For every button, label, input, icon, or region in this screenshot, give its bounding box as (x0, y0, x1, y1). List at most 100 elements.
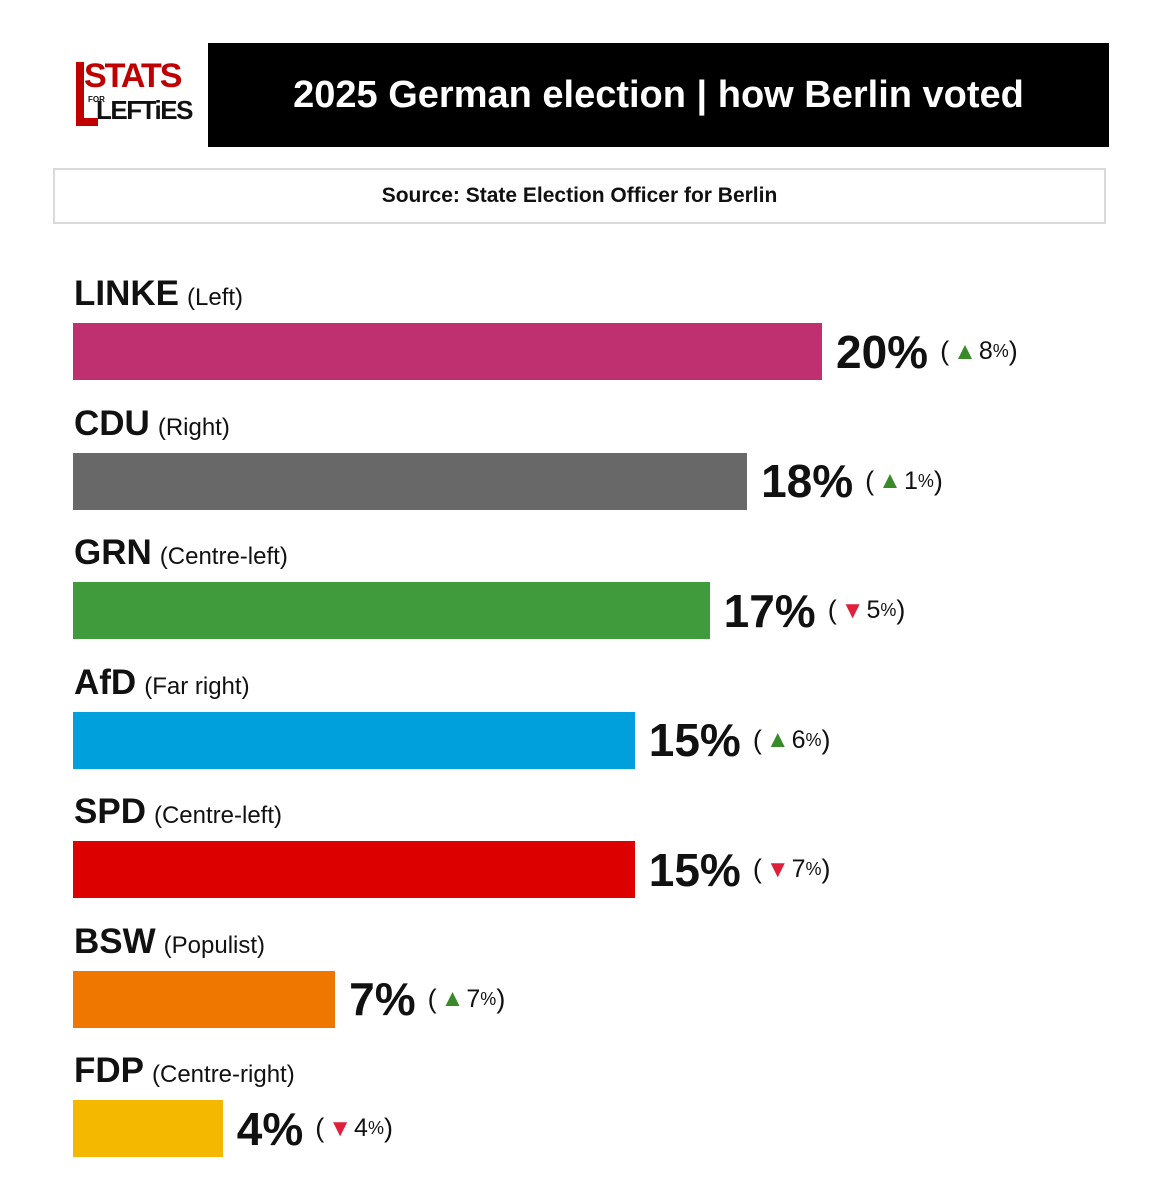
value-group: 15% (▲ 6%) (649, 712, 831, 769)
value-label: 17% (723, 584, 816, 637)
change-close-paren: ) (383, 1113, 393, 1143)
party-name: AfD (74, 662, 137, 702)
change-label: (▲ 1%) (865, 466, 943, 497)
party-description: (Right) (157, 413, 230, 441)
change-open-paren: ( (752, 854, 762, 884)
title-banner: 2025 German election | how Berlin voted (208, 43, 1109, 147)
party-description: (Centre-right) (152, 1061, 295, 1088)
change-label: (▲ 7%) (428, 984, 506, 1015)
bar-spd (73, 841, 635, 898)
value-group: 4%(▼ 4%) (237, 1100, 393, 1157)
value-group: 18% (▲ 1%) (761, 453, 943, 510)
logo-foot (76, 118, 98, 126)
change-close-paren: ) (933, 465, 943, 496)
logo-lefties-text: LEFTiES (96, 95, 193, 125)
change-unit: % (367, 1118, 384, 1138)
change-label: (▼ 7%) (753, 854, 831, 885)
party-description: (Centre-left) (159, 543, 288, 570)
party-label: BSW (Populist) (74, 924, 265, 959)
party-label: AfD (Far right) (74, 665, 250, 700)
source-text: Source: State Election Officer for Berli… (381, 184, 778, 207)
change-close-paren: ) (821, 854, 831, 884)
party-name: LINKE (74, 274, 179, 313)
change-value: 1 (903, 466, 918, 495)
change-value: 5 (866, 596, 881, 624)
party-row-linke: LINKE (Left) 20% (▲ 8%) (0, 276, 1165, 406)
change-close-paren: ) (896, 595, 906, 625)
party-description: (Left) (187, 284, 244, 311)
change-open-paren: ( (940, 336, 950, 366)
change-close-paren: ) (821, 724, 831, 755)
value-label: 18% (761, 455, 854, 507)
party-row-bsw: BSW (Populist) 7%(▲ 7%) (0, 924, 1165, 1054)
party-row-fdp: FDP (Centre-right) 4%(▼ 4%) (0, 1053, 1165, 1183)
change-value: 6 (791, 725, 806, 754)
triangle-down-icon: ▼ (765, 855, 790, 883)
change-value: 7 (791, 855, 806, 883)
logo-bar (76, 62, 84, 126)
logo-for-text: FOR (88, 95, 105, 104)
party-label: FDP (Centre-right) (74, 1053, 295, 1088)
change-close-paren: ) (496, 983, 506, 1014)
value-label: 15% (648, 714, 741, 766)
party-description: (Centre-left) (153, 802, 282, 829)
party-label: LINKE (Left) (74, 276, 243, 311)
party-description: (Populist) (163, 931, 266, 959)
party-label: CDU (Right) (74, 406, 230, 441)
logo-stats-text: STATS (84, 57, 182, 95)
value-label: 20% (836, 325, 929, 378)
bar-afd (73, 711, 635, 769)
value-group: 20% (▲ 8%) (836, 323, 1018, 380)
triangle-down-icon: ▼ (328, 1114, 353, 1142)
change-value: 4 (354, 1114, 368, 1142)
change-label: (▼ 4%) (315, 1113, 393, 1144)
chart-title: 2025 German election | how Berlin voted (293, 73, 1024, 116)
change-value: 7 (466, 984, 481, 1013)
value-group: 15% (▼ 7%) (649, 841, 831, 898)
value-group: 7%(▲ 7%) (349, 971, 505, 1028)
value-label: 15% (648, 843, 741, 896)
change-value: 8 (978, 337, 993, 365)
change-unit: % (805, 729, 822, 750)
value-label: 4% (236, 1102, 304, 1155)
party-name: GRN (74, 533, 152, 572)
bar-fdp (73, 1100, 223, 1157)
change-label: (▲ 6%) (753, 725, 831, 756)
change-label: (▲ 8%) (940, 336, 1018, 367)
change-unit: % (805, 859, 822, 879)
party-row-spd: SPD (Centre-left) 15% (▼ 7%) (0, 794, 1165, 924)
change-open-paren: ( (315, 1113, 325, 1143)
party-name: FDP (74, 1051, 144, 1090)
value-group: 17% (▼ 5%) (724, 582, 906, 639)
change-open-paren: ( (427, 983, 437, 1014)
value-label: 7% (349, 973, 416, 1025)
party-name: SPD (74, 792, 146, 831)
triangle-up-icon: ▲ (765, 726, 790, 753)
change-open-paren: ( (865, 465, 875, 496)
party-row-afd: AfD (Far right) 15% (▲ 6%) (0, 665, 1165, 795)
change-unit: % (917, 470, 934, 491)
change-unit: % (880, 600, 897, 620)
change-close-paren: ) (1008, 336, 1018, 366)
party-label: SPD (Centre-left) (74, 794, 282, 829)
bar-bsw (73, 970, 336, 1028)
triangle-up-icon: ▲ (953, 337, 977, 365)
change-open-paren: ( (827, 595, 837, 625)
party-name: CDU (74, 403, 150, 443)
triangle-up-icon: ▲ (440, 985, 465, 1012)
source-box: Source: State Election Officer for Berli… (53, 168, 1106, 224)
triangle-up-icon: ▲ (878, 467, 902, 494)
change-unit: % (480, 988, 497, 1009)
party-name: BSW (74, 921, 156, 961)
party-label: GRN (Centre-left) (74, 535, 288, 570)
change-unit: % (992, 341, 1009, 361)
change-open-paren: ( (752, 724, 762, 755)
bar-cdu (73, 452, 748, 510)
bar-grn (73, 582, 710, 639)
bar-linke (73, 323, 822, 380)
party-row-grn: GRN (Centre-left) 17% (▼ 5%) (0, 535, 1165, 665)
triangle-down-icon: ▼ (840, 596, 865, 624)
party-description: (Far right) (144, 672, 250, 700)
stats-for-lefties-logo: STATS FOR LEFTiES (76, 59, 193, 130)
